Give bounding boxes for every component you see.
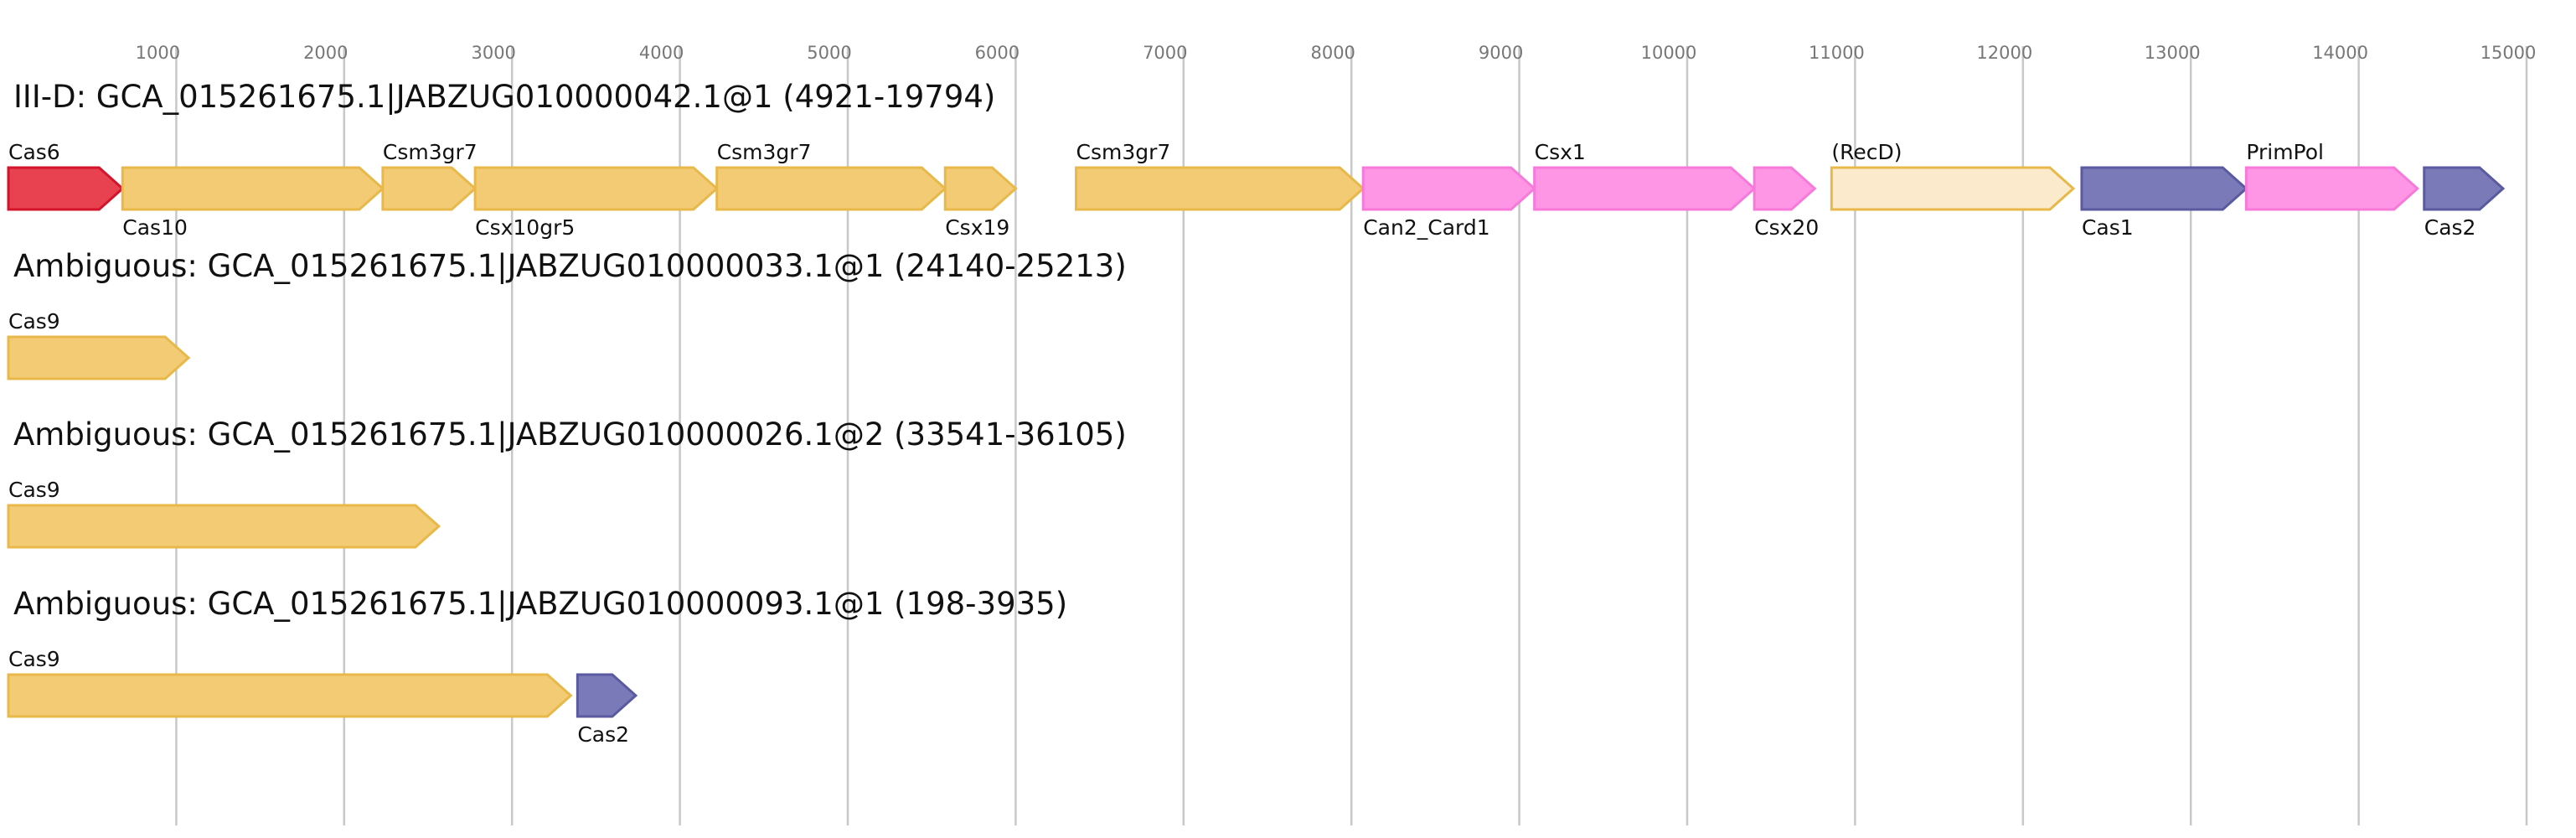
axis-tick-label: 5000 <box>807 43 851 63</box>
track-title: Ambiguous: GCA_015261675.1|JABZUG0100000… <box>13 416 1127 453</box>
gene-track: Ambiguous: GCA_015261675.1|JABZUG0100000… <box>7 248 1127 380</box>
axis-tick-label: 1000 <box>136 43 180 63</box>
gene-arrow <box>1533 166 1757 211</box>
gene-arrow <box>2080 166 2248 211</box>
gene-label: Csm3gr7 <box>1076 140 1171 164</box>
gene-arrow <box>473 166 719 211</box>
gene-arrow <box>381 166 478 211</box>
gene-arrow <box>715 166 947 211</box>
gene-label: Cas6 <box>8 140 60 164</box>
gene-label: (RecD) <box>1831 140 1902 164</box>
axis-tick-label: 10000 <box>1641 43 1697 63</box>
gene-arrow <box>2423 166 2506 211</box>
gene-label: Csm3gr7 <box>717 140 812 164</box>
axis-tick-label: 11000 <box>1809 43 1865 63</box>
axis-tick-label: 3000 <box>471 43 515 63</box>
gene-label: Cas9 <box>8 478 60 502</box>
gene-arrow <box>7 335 191 380</box>
gene-label: Csm3gr7 <box>383 140 478 164</box>
gene-label: Csx1 <box>1535 140 1586 164</box>
gene-label: Cas9 <box>8 309 60 334</box>
gene-track: III-D: GCA_015261675.1|JABZUG010000042.1… <box>7 79 2506 240</box>
gene-arrow <box>1753 166 1817 211</box>
track-title: III-D: GCA_015261675.1|JABZUG010000042.1… <box>13 79 995 115</box>
gene-arrow <box>7 504 441 549</box>
gene-label: Can2_Card1 <box>1363 215 1489 240</box>
axis-tick-label: 12000 <box>1976 43 2032 63</box>
gene-arrow <box>121 166 385 211</box>
gene-arrow <box>7 673 573 718</box>
gene-arrow <box>1075 166 1365 211</box>
gene-label: Cas2 <box>2424 215 2476 240</box>
axis-tick-label: 14000 <box>2312 43 2368 63</box>
gene-label: Cas9 <box>8 647 60 671</box>
axis-tick-label: 9000 <box>1479 43 1523 63</box>
gene-tracks: III-D: GCA_015261675.1|JABZUG010000042.1… <box>7 79 2506 747</box>
gene-arrow <box>576 673 638 718</box>
axis-tick-label: 4000 <box>639 43 684 63</box>
gene-arrow <box>7 166 125 211</box>
axis-tick-labels: 1000 2000 3000 4000 5000 6000 7000 8000 9000 1000… <box>136 43 2537 63</box>
axis-tick-label: 2000 <box>303 43 348 63</box>
axis-tick-label: 15000 <box>2480 43 2537 63</box>
gene-label: Cas1 <box>2082 215 2134 240</box>
gene-track: Ambiguous: GCA_015261675.1|JABZUG0100000… <box>7 586 1067 747</box>
gene-track: Ambiguous: GCA_015261675.1|JABZUG0100000… <box>7 416 1127 549</box>
track-title: Ambiguous: GCA_015261675.1|JABZUG0100000… <box>13 586 1067 622</box>
gene-label: Csx20 <box>1754 215 1819 240</box>
gene-label: Cas10 <box>122 215 188 240</box>
gene-arrow <box>2244 166 2419 211</box>
gene-label: Cas2 <box>577 722 629 747</box>
gene-arrow <box>1361 166 1536 211</box>
gene-arrow <box>943 166 1018 211</box>
track-title: Ambiguous: GCA_015261675.1|JABZUG0100000… <box>13 248 1127 284</box>
axis-tick-label: 13000 <box>2145 43 2201 63</box>
axis-tick-label: 7000 <box>1143 43 1187 63</box>
gene-arrow <box>1830 166 2076 211</box>
gene-label: Csx10gr5 <box>475 215 575 240</box>
axis-tick-label: 6000 <box>975 43 1020 63</box>
axis-tick-label: 8000 <box>1310 43 1355 63</box>
gene-label: PrimPol <box>2246 140 2324 164</box>
gene-label: Csx19 <box>945 215 1009 240</box>
